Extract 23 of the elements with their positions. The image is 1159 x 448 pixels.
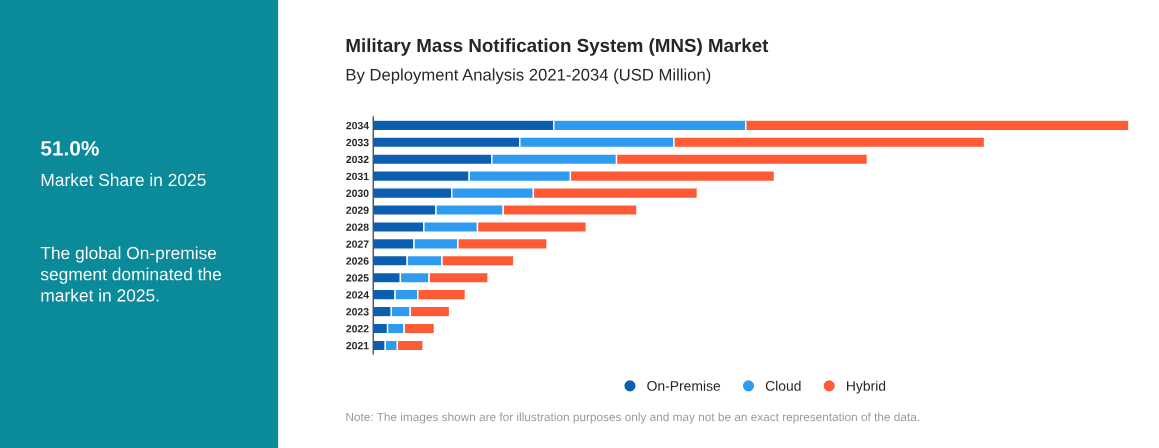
legend-label: On-Premise: [647, 380, 721, 391]
y-tick-label: 2024: [346, 291, 369, 299]
y-tick-label: 2027: [346, 240, 369, 248]
legend-label: Hybrid: [847, 380, 886, 394]
y-tick-label: 2030: [346, 189, 369, 197]
y-tick-label: 2021: [346, 341, 369, 350]
text: 51.0%: [40, 140, 99, 156]
y-tick-label: 2032: [346, 155, 369, 164]
chart-title: Military Mass Notification System (MNS) Market: [346, 38, 769, 56]
text: Market Share in 2025: [41, 173, 206, 187]
y-tick-label: 2022: [346, 325, 369, 333]
y-tick-label: 2031: [346, 172, 369, 181]
chart-subtitle: By Deployment Analysis 2021-2034 (USD Million): [346, 68, 711, 84]
y-tick-label: 2025: [346, 274, 369, 282]
y-tick-label: 2033: [346, 138, 369, 147]
y-tick-label: 2034: [346, 121, 369, 130]
y-tick-label: 2029: [346, 206, 369, 214]
y-tick-label: 2028: [346, 223, 369, 231]
legend-label: Cloud: [765, 380, 801, 391]
text: Note: The images shown are for illustration purposes only and may not be an exact representation of the data.: [346, 412, 919, 424]
y-tick-label: 2023: [346, 308, 369, 316]
text: The global On-premise segment dominated the market in 2025.: [40, 246, 222, 302]
y-tick-label: 2026: [346, 257, 369, 265]
